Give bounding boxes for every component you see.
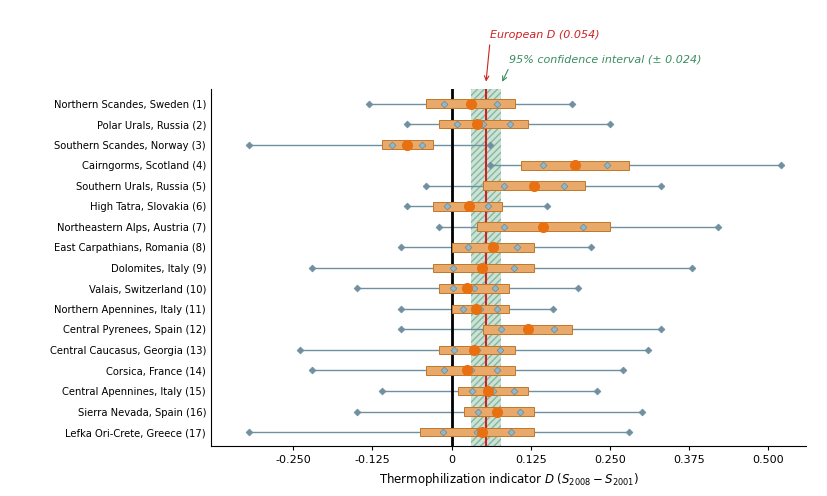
Bar — [382, 140, 433, 149]
Bar — [521, 161, 629, 170]
Bar — [452, 305, 509, 313]
Bar — [471, 89, 501, 446]
Bar — [477, 223, 610, 231]
Bar — [452, 243, 534, 251]
Bar — [433, 263, 534, 272]
X-axis label: Thermophilization indicator $D$ $(S_{2008} - S_{2001})$: Thermophilization indicator $D$ $(S_{200… — [379, 471, 638, 488]
Bar — [471, 89, 501, 446]
Bar — [439, 346, 515, 354]
Text: European D (0.054): European D (0.054) — [490, 30, 600, 40]
Bar — [483, 325, 572, 334]
Bar — [426, 99, 515, 108]
Bar — [439, 284, 509, 293]
Bar — [458, 387, 528, 395]
Bar — [439, 120, 528, 128]
Bar — [433, 202, 502, 211]
Text: 95% confidence interval (± 0.024): 95% confidence interval (± 0.024) — [509, 55, 702, 64]
Bar — [420, 428, 534, 436]
Bar — [426, 366, 515, 375]
Bar — [483, 182, 585, 190]
Bar — [464, 407, 534, 416]
